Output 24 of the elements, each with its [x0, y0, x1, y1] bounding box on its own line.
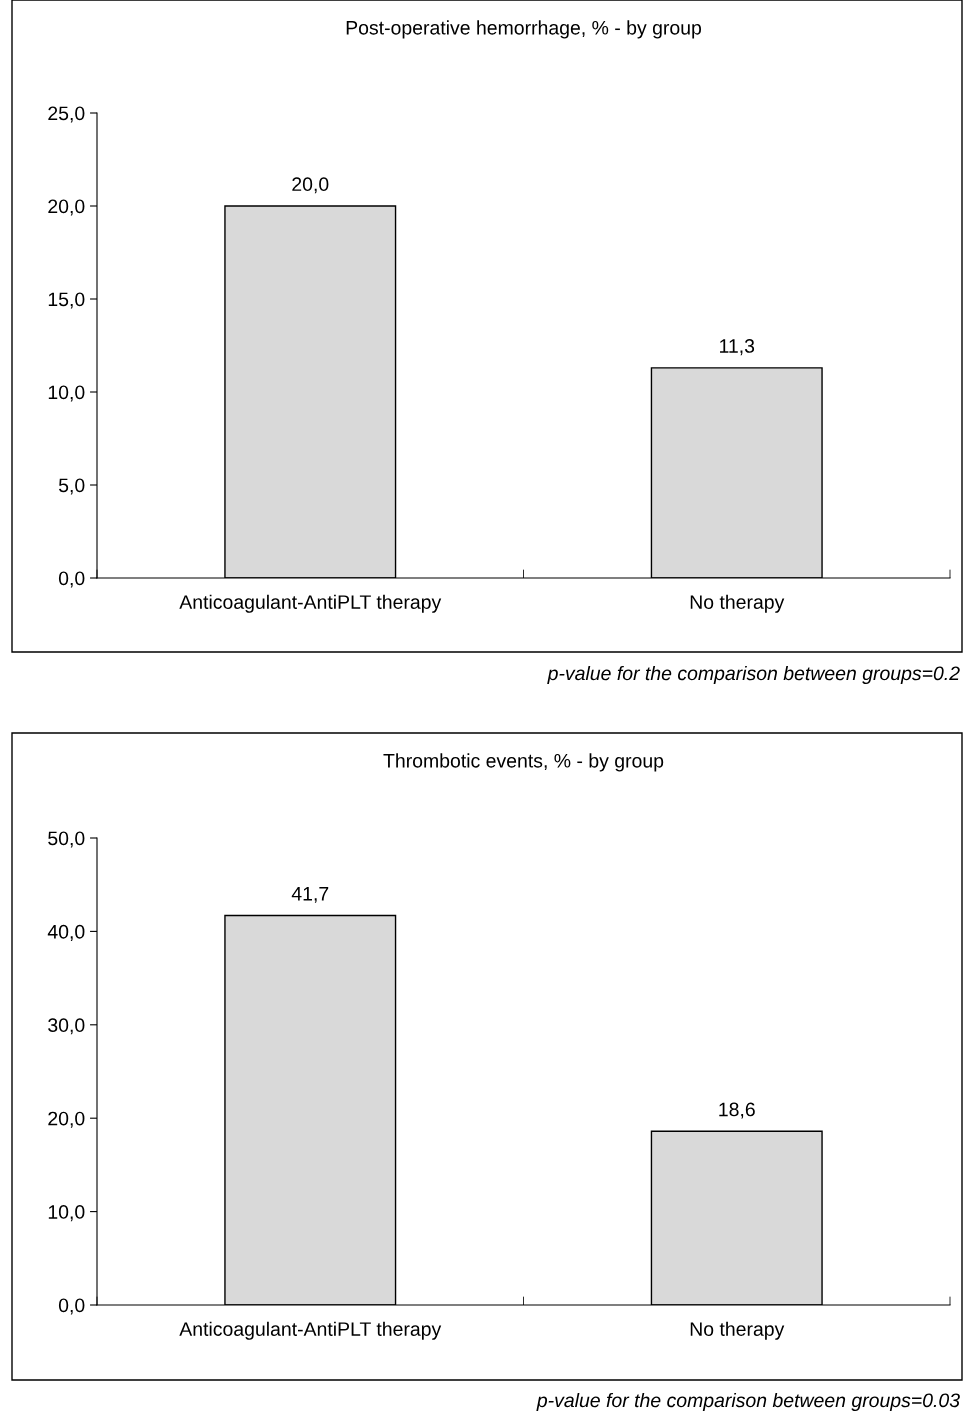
text: p-value for the comparison between groups=0.2 [547, 665, 960, 685]
x-tick-label: No therapy [690, 594, 785, 613]
y-tick-label: 15,0 [48, 292, 85, 309]
y-tick-label: 25,0 [48, 106, 85, 123]
y-tick-label: 20,0 [48, 199, 85, 216]
y-tick-label: 40,0 [47, 924, 85, 941]
x-tick-label: Anticoagulant-AntiPLT therapy [179, 1321, 442, 1340]
text: p-value for the comparison between groups=0.03 [536, 1392, 960, 1412]
y-tick-label: 10,0 [48, 1205, 85, 1222]
chart-title: Thrombotic events, % - by group [383, 753, 664, 772]
y-tick-label: 0,0 [58, 571, 85, 588]
y-tick-label: 20,0 [48, 1111, 85, 1128]
x-tick-label: Anticoagulant-AntiPLT therapy [179, 594, 442, 613]
data-label: 41,7 [291, 887, 329, 903]
y-tick-label: 50,0 [48, 831, 85, 848]
chart-title: Post-operative hemorrhage, % - by group [346, 20, 702, 39]
y-tick-label: 0,0 [58, 1298, 85, 1315]
y-tick-label: 10,0 [48, 385, 85, 402]
data-label: 20,0 [292, 177, 329, 194]
x-tick-label: No therapy [690, 1321, 785, 1340]
data-label: 18,6 [719, 1102, 755, 1119]
y-tick-label: 30,0 [48, 1018, 85, 1035]
data-label: 11,3 [720, 339, 755, 356]
y-tick-label: 5,0 [58, 478, 85, 495]
